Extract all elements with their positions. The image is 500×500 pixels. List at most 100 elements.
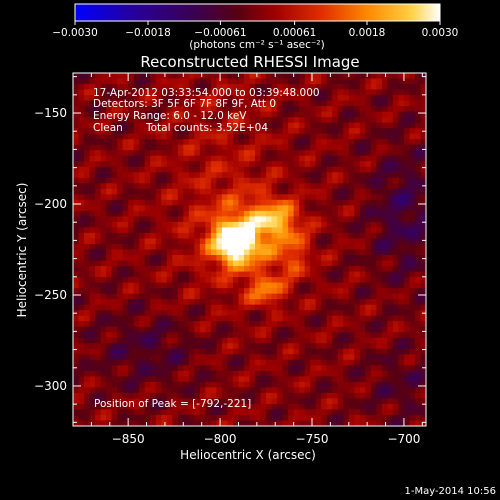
heatmap-cell (348, 282, 355, 289)
heatmap-cell (177, 95, 184, 102)
heatmap-cell (293, 210, 300, 218)
heatmap-cell (144, 392, 151, 400)
heatmap-cell (420, 161, 426, 168)
heatmap-cell (348, 216, 355, 223)
heatmap-cell (381, 117, 388, 124)
heatmap-cell (111, 89, 118, 96)
heatmap-cell (293, 321, 300, 328)
heatmap-cell (337, 299, 344, 306)
heatmap-cell (420, 166, 426, 173)
heatmap-cell (343, 95, 350, 102)
heatmap-cell (332, 381, 339, 388)
heatmap-cell (387, 194, 394, 201)
heatmap-cell (95, 409, 102, 416)
heatmap-cell (354, 194, 361, 201)
heatmap-cell (249, 387, 256, 394)
heatmap-cell (183, 354, 190, 361)
heatmap-cell (359, 221, 366, 229)
heatmap-cell (260, 188, 267, 195)
heatmap-cell (100, 89, 107, 96)
heatmap-cell (122, 78, 129, 85)
heatmap-cell (398, 73, 405, 80)
heatmap-cell (299, 332, 306, 339)
heatmap-cell (232, 243, 240, 251)
heatmap-cell (177, 387, 184, 394)
heatmap-cell (232, 106, 240, 113)
heatmap-cell (304, 155, 311, 162)
heatmap-cell (155, 315, 162, 322)
heatmap-cell (177, 232, 184, 240)
heatmap-cell (144, 232, 151, 240)
heatmap-cell (315, 365, 322, 372)
heatmap-cell (392, 161, 400, 168)
heatmap-cell (337, 232, 344, 240)
heatmap-cell (84, 177, 91, 184)
heatmap-cell (238, 106, 245, 113)
heatmap-cell (199, 354, 206, 361)
heatmap-cell (370, 381, 377, 388)
heatmap-cell (260, 282, 267, 289)
heatmap-cell (106, 117, 113, 124)
heatmap-cell (293, 205, 300, 212)
heatmap-cell (183, 348, 190, 355)
heatmap-cell (106, 166, 113, 173)
heatmap-cell (304, 310, 311, 317)
heatmap-cell (343, 177, 350, 184)
heatmap-cell (249, 95, 256, 102)
heatmap-cell (299, 194, 306, 201)
heatmap-cell (199, 150, 206, 157)
heatmap-cell (128, 161, 135, 168)
heatmap-cell (161, 84, 168, 91)
heatmap-cell (354, 166, 361, 173)
heatmap-cell (122, 398, 129, 405)
heatmap-cell (100, 260, 107, 267)
heatmap-cell (365, 177, 372, 184)
heatmap-cell (288, 288, 295, 295)
heatmap-cell (266, 188, 273, 195)
heatmap-cell (243, 288, 251, 295)
heatmap-cell (271, 376, 278, 383)
heatmap-cell (370, 144, 377, 151)
heatmap-cell (326, 227, 333, 234)
heatmap-cell (89, 277, 96, 284)
heatmap-cell (199, 304, 206, 311)
heatmap-cell (343, 332, 350, 339)
heatmap-cell (139, 348, 146, 355)
heatmap-cell (117, 359, 124, 366)
heatmap-cell (216, 232, 223, 240)
heatmap-cell (326, 381, 333, 388)
heatmap-cell (111, 370, 118, 377)
heatmap-cell (194, 376, 201, 383)
heatmap-cell (420, 172, 426, 179)
heatmap-cell (282, 84, 289, 91)
heatmap-cell (199, 260, 206, 267)
heatmap-cell (106, 221, 113, 229)
heatmap-cell (100, 409, 107, 416)
heatmap-cell (194, 150, 201, 157)
heatmap-cell (238, 221, 245, 229)
heatmap-cell (376, 188, 383, 195)
heatmap-cell (183, 420, 190, 426)
heatmap-cell (337, 144, 344, 151)
heatmap-cell (139, 199, 146, 206)
heatmap-cell (221, 376, 229, 383)
heatmap-cell (420, 260, 426, 267)
heatmap-cell (150, 365, 157, 372)
heatmap-cell (232, 205, 240, 212)
heatmap-cell (117, 337, 124, 344)
heatmap-cell (144, 199, 151, 206)
heatmap-cell (310, 310, 317, 317)
heatmap-cell (243, 282, 251, 289)
heatmap-cell (188, 370, 195, 377)
heatmap-cell (89, 337, 96, 344)
heatmap-cell (387, 260, 394, 267)
heatmap-cell (343, 227, 350, 234)
heatmap-cell (299, 315, 306, 322)
x-tick-label: −800 (204, 432, 237, 446)
heatmap-cell (381, 144, 388, 151)
heatmap-cell (348, 194, 355, 201)
heatmap-cell (161, 111, 168, 118)
heatmap-cell (370, 210, 377, 218)
heatmap-cell (89, 332, 96, 339)
heatmap-cell (166, 354, 173, 361)
